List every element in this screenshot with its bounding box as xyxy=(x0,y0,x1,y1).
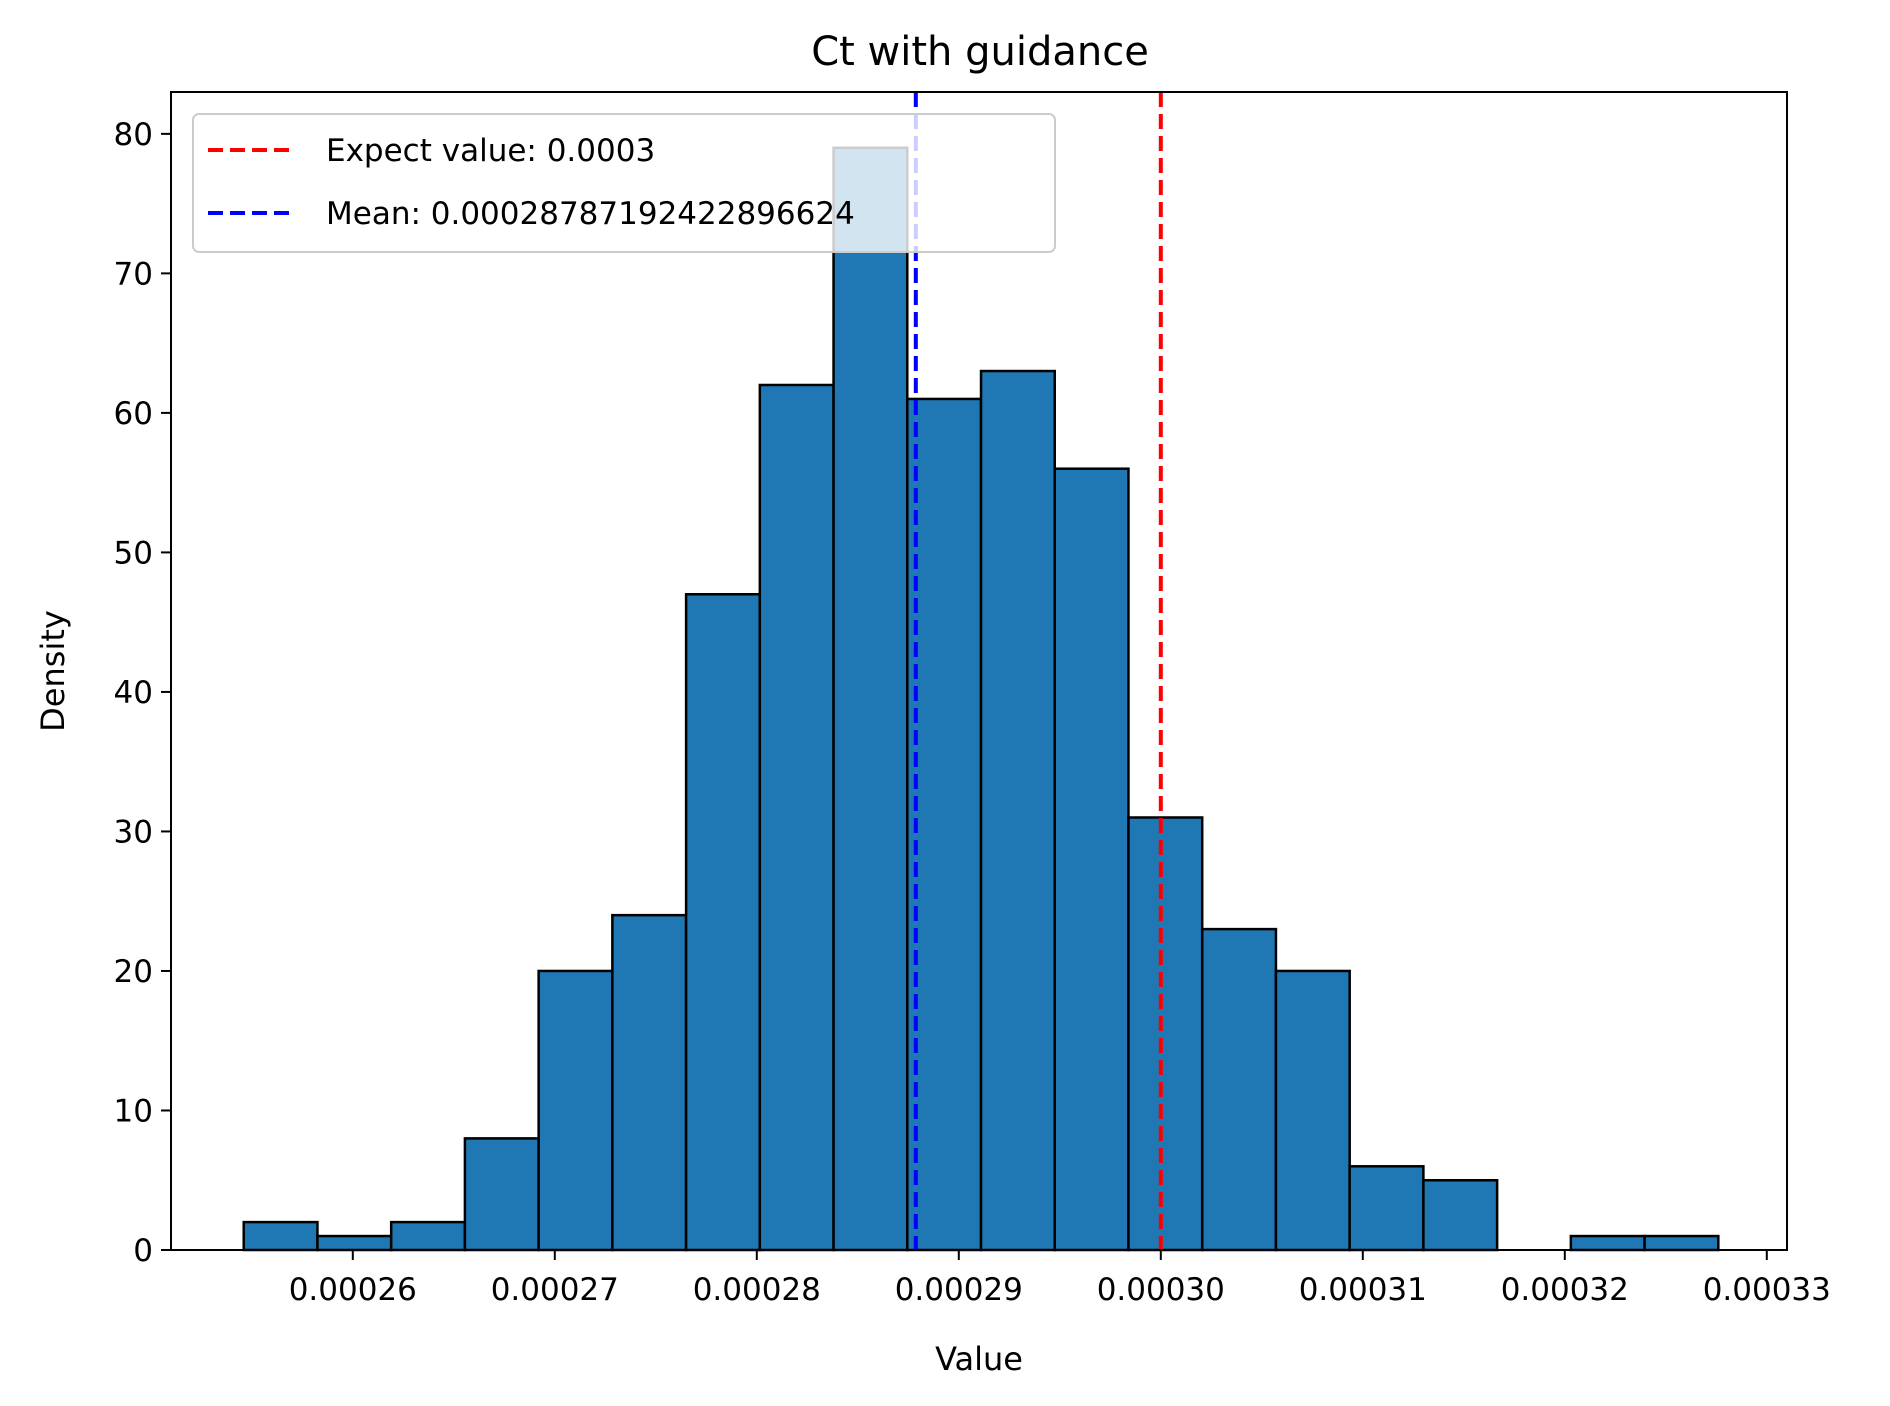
x-tick-label: 0.00028 xyxy=(693,1272,821,1308)
x-axis-ticks: 0.00026 0.00027 0.00028 0.00029 0.00030 0.000… xyxy=(289,1250,1831,1308)
x-tick-label: 0.00027 xyxy=(491,1272,619,1308)
histogram-bar xyxy=(1200,927,1278,1252)
y-axis-ticks: 0 10 20 30 40 50 60 70 80 xyxy=(114,117,171,1269)
histogram-bar xyxy=(389,1220,467,1252)
y-tick-label: 60 xyxy=(114,396,153,432)
y-tick-label: 30 xyxy=(114,814,153,850)
histogram-bar xyxy=(906,397,983,1252)
histogram-bar xyxy=(242,1220,319,1252)
legend-box xyxy=(192,113,1056,253)
histogram-bar xyxy=(1274,969,1351,1252)
y-tick-label: 40 xyxy=(114,675,153,711)
y-tick-label: 0 xyxy=(133,1233,153,1269)
y-tick-label: 70 xyxy=(114,256,153,292)
histogram-bar xyxy=(537,969,614,1252)
legend-label-mean: Mean: 0.00028787192422896624 xyxy=(326,196,855,232)
x-tick-label: 0.00026 xyxy=(289,1272,417,1308)
histogram-bar xyxy=(1643,1234,1720,1252)
y-axis-label: Density xyxy=(34,610,72,732)
histogram-bar xyxy=(463,1137,540,1252)
plot-frame xyxy=(170,91,1788,1251)
y-tick-label: 20 xyxy=(114,954,153,990)
legend: Expect value: 0.0003 Mean: 0.00028787192… xyxy=(192,113,1056,253)
histogram-bars xyxy=(242,146,1720,1252)
x-axis-label: Value xyxy=(935,1340,1023,1378)
y-tick-label: 50 xyxy=(114,535,153,571)
x-tick-label: 0.00031 xyxy=(1299,1272,1427,1308)
x-tick-label: 0.00030 xyxy=(1097,1272,1225,1308)
x-tick-label: 0.00029 xyxy=(895,1272,1023,1308)
histogram-bar xyxy=(832,146,909,1252)
y-tick-label: 10 xyxy=(114,1093,153,1129)
x-tick-label: 0.00032 xyxy=(1501,1272,1629,1308)
y-tick-label: 80 xyxy=(114,117,153,153)
histogram-bar xyxy=(1127,816,1204,1252)
histogram-bar xyxy=(316,1234,393,1252)
x-tick-label: 0.00033 xyxy=(1703,1272,1831,1308)
histogram-bar xyxy=(758,383,835,1252)
chart-title: Ct with guidance xyxy=(811,29,1149,75)
histogram-bar xyxy=(1569,1234,1646,1252)
histogram-bar xyxy=(979,369,1057,1252)
legend-label-expect: Expect value: 0.0003 xyxy=(326,133,655,169)
histogram-bar xyxy=(1053,467,1130,1252)
histogram-bar xyxy=(611,913,688,1252)
reference-lines xyxy=(913,92,1163,1250)
histogram-bar xyxy=(1422,1178,1499,1252)
histogram-bar xyxy=(684,593,762,1252)
histogram-bar xyxy=(1348,1165,1425,1252)
